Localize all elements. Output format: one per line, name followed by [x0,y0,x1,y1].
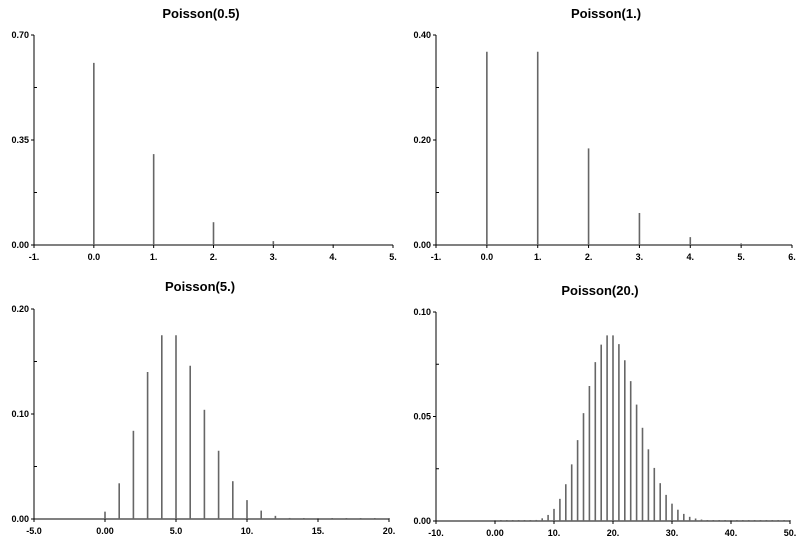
x-tick-label: 5.0 [170,526,183,536]
x-tick-label: 40. [725,528,738,538]
panel-poisson-1: Poisson(1.) 0.00 0.20 0.40 -1. 0.0 1. 2. 3. 4. 5.… [413,6,795,262]
x-tick-label: 20. [383,526,396,536]
y-tick-label: 0.70 [11,30,29,40]
y-tick-label: 0.10 [413,307,431,317]
y-tick-label: 0.00 [11,514,29,524]
x-tick-label: 15. [312,526,325,536]
x-tick-label: 4. [329,252,337,262]
x-tick-label: 6. [788,252,796,262]
x-tick-label: 2. [585,252,593,262]
x-tick-label: 0.00 [486,528,504,538]
x-tick-label: 3. [636,252,644,262]
x-tick-label: -5.0 [26,526,42,536]
x-tick-label: 30. [666,528,679,538]
x-tick-label: 10. [548,528,561,538]
x-tick-label: 10. [241,526,254,536]
x-tick-label: 0.0 [88,252,101,262]
y-tick-label: 0.00 [11,240,29,250]
panel-poisson-20: Poisson(20.) 0.00 0.05 0.10 -10. 0.00 10. 20. 3… [413,283,796,538]
chart-title: Poisson(20.) [561,283,638,298]
y-tick-label: 0.10 [11,409,29,419]
y-tick-label: 0.20 [11,304,29,314]
chart-title: Poisson(5.) [165,279,235,294]
x-tick-label: 2. [210,252,218,262]
x-tick-label: 3. [270,252,278,262]
x-tick-label: 4. [687,252,695,262]
panel-poisson-5: Poisson(5.) 0.00 0.10 0.20 -5.0 0.00 5.0 10. 15… [11,279,395,536]
y-tick-label: 0.35 [11,135,29,145]
x-tick-label: 5. [389,252,397,262]
x-tick-label: 0.0 [481,252,494,262]
x-tick-label: 1. [150,252,158,262]
x-tick-label: 0.00 [96,526,114,536]
x-tick-label: 1. [534,252,542,262]
x-tick-label: 20. [607,528,620,538]
y-tick-label: 0.00 [413,240,431,250]
chart-title: Poisson(1.) [571,6,641,21]
y-tick-label: 0.05 [413,412,431,422]
y-tick-label: 0.40 [413,30,431,40]
chart-title: Poisson(0.5) [162,6,239,21]
x-tick-label: 5. [737,252,745,262]
panel-poisson-0-5: Poisson(0.5) 0.00 0.35 0.70 -1. 0.0 1. 2. 3. 4. 5… [11,6,396,262]
x-tick-label: -1. [29,252,40,262]
y-tick-label: 0.20 [413,135,431,145]
x-tick-label: -10. [428,528,444,538]
x-tick-label: 50. [784,528,797,538]
y-tick-label: 0.00 [413,516,431,526]
x-tick-label: -1. [431,252,442,262]
